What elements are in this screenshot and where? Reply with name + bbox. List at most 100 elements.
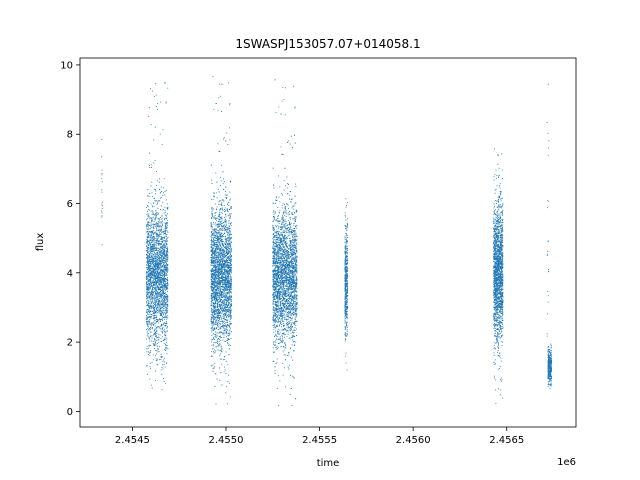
data-point	[166, 295, 168, 297]
data-point	[228, 238, 230, 240]
data-point	[149, 240, 151, 242]
data-point	[224, 228, 226, 230]
data-point	[151, 291, 152, 293]
data-point	[147, 262, 149, 264]
data-point	[164, 294, 165, 296]
data-point	[230, 234, 232, 235]
data-point	[158, 339, 160, 341]
data-point	[220, 288, 221, 290]
data-point	[215, 250, 217, 252]
data-point	[210, 251, 212, 253]
data-point	[146, 293, 148, 295]
data-point	[152, 293, 154, 295]
data-point	[230, 292, 232, 294]
data-point	[162, 254, 164, 256]
data-point	[228, 281, 230, 283]
data-point	[225, 299, 227, 301]
data-point	[221, 241, 223, 243]
data-point	[222, 210, 224, 212]
data-point	[149, 152, 150, 154]
data-point	[224, 191, 226, 192]
data-point	[211, 259, 213, 261]
data-point	[219, 336, 221, 338]
data-point	[164, 361, 166, 363]
data-point	[158, 341, 160, 343]
data-point	[227, 324, 229, 325]
data-point	[153, 235, 155, 237]
data-point	[230, 245, 232, 247]
data-point	[149, 299, 151, 301]
data-point	[217, 349, 219, 351]
data-point	[161, 267, 163, 269]
data-point	[160, 261, 162, 262]
data-point	[211, 243, 213, 245]
data-point	[160, 280, 162, 282]
data-point	[224, 238, 226, 240]
data-point	[217, 272, 219, 274]
data-point	[160, 358, 162, 360]
data-point	[152, 206, 154, 208]
data-point	[223, 356, 225, 358]
data-point	[161, 272, 163, 274]
data-point	[149, 297, 151, 299]
data-point	[146, 313, 148, 315]
data-point	[149, 239, 151, 241]
data-point	[167, 283, 169, 284]
data-point	[148, 283, 150, 284]
data-point	[223, 288, 225, 290]
data-point	[150, 249, 152, 251]
data-point	[155, 306, 156, 308]
data-point	[165, 226, 166, 228]
data-point	[157, 299, 159, 301]
data-point	[151, 321, 153, 323]
data-point	[211, 324, 213, 326]
data-point	[158, 303, 160, 305]
data-point	[148, 232, 150, 234]
data-point	[228, 248, 230, 250]
data-point	[148, 235, 150, 237]
data-point	[165, 348, 167, 350]
data-point	[212, 262, 214, 264]
data-point	[226, 282, 228, 284]
data-point	[217, 263, 219, 265]
data-point	[158, 258, 160, 259]
data-point	[153, 253, 155, 255]
data-point	[213, 270, 215, 272]
data-point	[219, 305, 221, 307]
data-point	[147, 310, 149, 312]
data-point	[149, 352, 151, 354]
data-point	[149, 256, 151, 258]
data-point	[150, 237, 152, 239]
data-point	[156, 363, 158, 365]
data-point	[222, 258, 224, 259]
data-point	[147, 271, 149, 273]
data-point	[224, 242, 226, 244]
data-point	[211, 321, 213, 323]
data-point	[166, 240, 168, 242]
data-point	[152, 211, 154, 213]
data-point	[164, 303, 166, 305]
data-point	[167, 206, 169, 208]
data-point	[161, 282, 163, 284]
data-point	[227, 202, 229, 204]
data-point	[167, 231, 169, 233]
data-point	[157, 291, 159, 292]
data-point	[160, 338, 162, 340]
data-point	[225, 243, 227, 245]
data-point	[163, 239, 165, 241]
data-point	[152, 261, 154, 263]
data-point	[147, 347, 149, 349]
data-point	[228, 324, 230, 326]
data-point	[219, 243, 220, 245]
data-point	[146, 283, 147, 285]
data-point	[224, 252, 226, 254]
data-point	[161, 256, 163, 257]
data-point	[164, 210, 166, 212]
data-point	[147, 326, 149, 328]
data-point	[216, 282, 218, 283]
data-point	[162, 242, 164, 244]
data-point	[210, 198, 212, 200]
data-point	[147, 236, 149, 238]
data-point	[230, 259, 232, 261]
data-point	[217, 229, 219, 231]
